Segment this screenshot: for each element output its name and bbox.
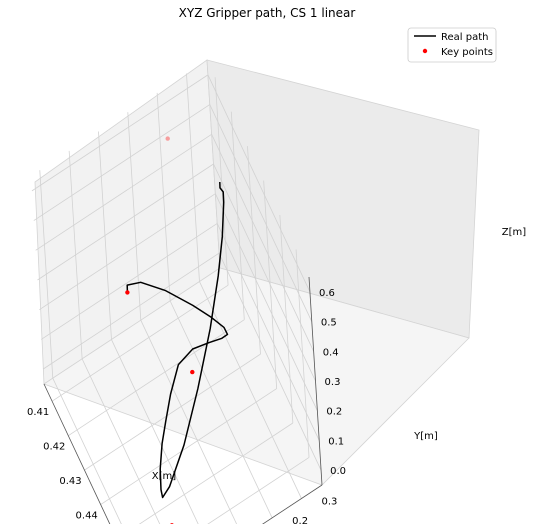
data-series — [125, 136, 229, 524]
z-tick-label: 0.4 — [323, 347, 339, 358]
z-gridline-right-6 — [207, 74, 311, 293]
z-gridline-right-0 — [218, 252, 322, 471]
y-gridline-floor-0 — [52, 378, 122, 524]
x-axis-line — [43, 383, 111, 524]
real-path-line — [126, 181, 229, 499]
z-axis-label: Z[m] — [502, 227, 526, 238]
x-tick-label: 0.44 — [76, 511, 98, 522]
legend: Real path Key points — [407, 27, 497, 63]
z-gridline-left-1 — [40, 223, 218, 340]
y-axis-line — [262, 484, 323, 524]
z-axis-line — [308, 276, 323, 486]
z-gridline-left-6 — [31, 74, 209, 192]
x-gridline-floor-4 — [138, 422, 294, 524]
floor-pane — [43, 267, 470, 486]
legend-marker-swatch — [422, 48, 428, 54]
axes-panes — [34, 59, 480, 486]
axis-lines — [43, 276, 323, 524]
x-gridline-floor-0 — [51, 284, 229, 402]
x-axis-label: X[m] — [152, 471, 176, 482]
chart-title: XYZ Gripper path, CS 1 linear — [179, 6, 356, 20]
key-point-marker — [190, 369, 195, 375]
y-axis-label: Y[m] — [413, 431, 438, 442]
legend-entry-key-points: Key points — [441, 47, 493, 58]
z-tick-label: 0.3 — [325, 377, 341, 388]
x-gridline-floor-1 — [68, 319, 245, 437]
z-gridline-right-2 — [214, 193, 318, 411]
z-gridline-left-0 — [42, 252, 220, 370]
y-gridline-floor-1 — [81, 358, 161, 524]
y-axis-ticks: −0.2−0.10.00.10.20.3 — [292, 497, 338, 524]
z-tick-label: 0.1 — [328, 436, 344, 447]
x-tick-label: 0.42 — [43, 442, 65, 453]
z-gridline-left-5 — [33, 104, 211, 221]
z-gridline-right-1 — [216, 223, 320, 441]
y-gridline-floor-5 — [199, 281, 302, 499]
z-tick-label: 0.6 — [319, 288, 335, 299]
y-tick-label: 0.3 — [322, 497, 338, 508]
key-point-marker — [165, 136, 170, 141]
z-tick-label: 0.2 — [326, 407, 342, 418]
x-gridline-floor-5 — [207, 457, 310, 524]
y-gridline-floor-4 — [169, 300, 273, 519]
x-tick-label: 0.41 — [27, 407, 49, 418]
x-gridline-floor-3 — [100, 388, 277, 505]
y-gridline-floor-3 — [140, 320, 238, 524]
x-tick-label: 0.43 — [59, 476, 81, 487]
key-point-marker — [125, 290, 130, 295]
z-axis-ticks: 0.0 0.1 0.2 0.3 0.4 0.5 0.6 — [319, 288, 346, 477]
x-axis-ticks: 0.410.420.430.440.450.46 — [27, 407, 98, 522]
y-tick-label: 0.2 — [292, 516, 308, 524]
legend-entry-real-path: Real path — [441, 32, 488, 43]
z-gridline-left-4 — [35, 133, 212, 251]
z-gridline-right-5 — [209, 104, 313, 322]
z-tick-label: 0.5 — [321, 318, 337, 329]
x-gridline-floor-2 — [84, 353, 261, 471]
z-gridline-right-3 — [213, 163, 316, 382]
z-gridline-right-4 — [211, 134, 315, 352]
z-tick-label: 0.0 — [330, 466, 346, 477]
grid-lines — [31, 73, 322, 524]
z-gridline-left-2 — [39, 193, 216, 311]
z-gridline-left-3 — [37, 163, 214, 281]
